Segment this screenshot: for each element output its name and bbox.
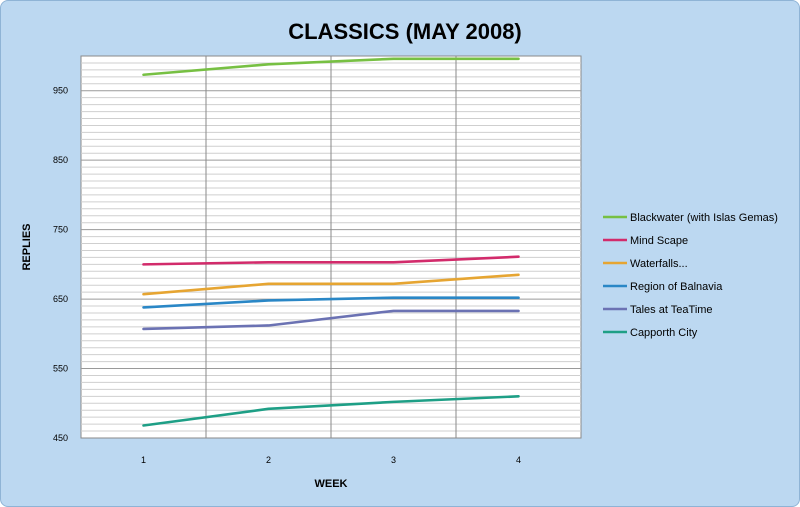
legend-item: Blackwater (with Islas Gemas) bbox=[603, 212, 778, 224]
chart-title: CLASSICS (MAY 2008) bbox=[288, 19, 522, 44]
series-line-5 bbox=[142, 309, 520, 331]
x-tick-label: 2 bbox=[266, 455, 271, 465]
legend-item: Mind Scape bbox=[603, 235, 688, 247]
legend-label: Region of Balnavia bbox=[630, 281, 723, 293]
series-line-4 bbox=[142, 296, 520, 309]
x-axis-ticks: 1 2 3 4 bbox=[141, 455, 521, 465]
legend-label: Tales at TeaTime bbox=[630, 304, 713, 316]
legend-label: Waterfalls... bbox=[630, 258, 688, 270]
x-tick-label: 3 bbox=[391, 455, 396, 465]
legend-label: Capporth City bbox=[630, 327, 698, 339]
series-line-2 bbox=[142, 255, 520, 266]
y-axis-title: REPLIES bbox=[21, 223, 33, 270]
y-tick-label: 850 bbox=[53, 155, 68, 165]
y-axis-ticks: 450 550 650 750 850 950 bbox=[53, 86, 68, 443]
legend-item: Region of Balnavia bbox=[603, 281, 723, 293]
x-tick-label: 1 bbox=[141, 455, 146, 465]
legend-label: Mind Scape bbox=[630, 235, 688, 247]
x-axis-title: WEEK bbox=[315, 478, 348, 490]
gridlines bbox=[81, 56, 581, 438]
series-line-6 bbox=[142, 395, 520, 427]
legend-item: Tales at TeaTime bbox=[603, 304, 713, 316]
y-tick-label: 450 bbox=[53, 433, 68, 443]
series-line-3 bbox=[142, 273, 520, 296]
legend: Blackwater (with Islas Gemas) Mind Scape W… bbox=[603, 212, 778, 339]
legend-label: Blackwater (with Islas Gemas) bbox=[630, 212, 778, 224]
legend-item: Waterfalls... bbox=[603, 258, 688, 270]
y-tick-label: 750 bbox=[53, 225, 68, 235]
series-line-1 bbox=[142, 57, 520, 77]
y-tick-label: 550 bbox=[53, 364, 68, 374]
y-tick-label: 950 bbox=[53, 86, 68, 96]
x-tick-label: 4 bbox=[516, 455, 521, 465]
y-tick-label: 650 bbox=[53, 294, 68, 304]
legend-item: Capporth City bbox=[603, 327, 698, 339]
series-lines bbox=[142, 57, 520, 427]
